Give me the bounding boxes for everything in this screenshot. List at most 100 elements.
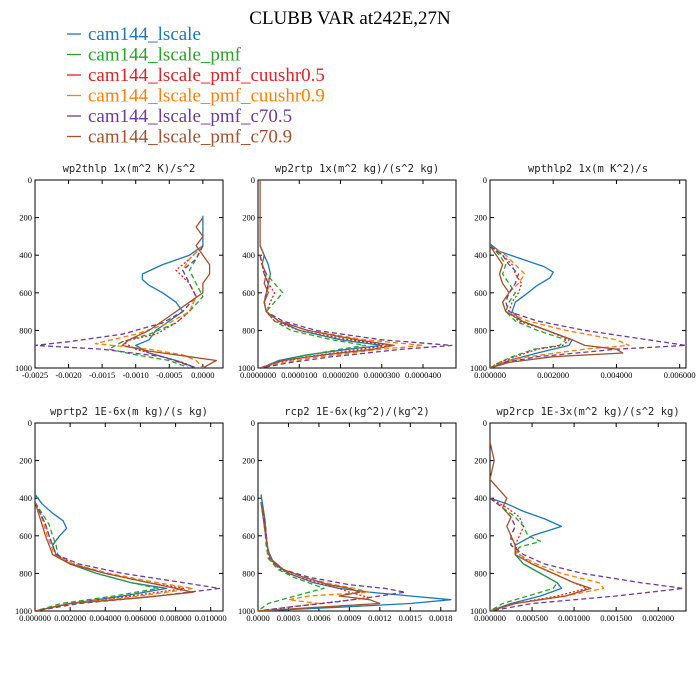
series-line-cam144-lscale-pmf-cuushr0-9: [94, 245, 204, 368]
x-tick-label: 0.0018: [429, 613, 452, 623]
x-tick-label: 0.0000200: [322, 370, 358, 380]
x-tick-label: 0.004000: [89, 613, 121, 623]
series-line-cam144-lscale-pmf-c70-5: [259, 255, 453, 368]
x-tick-label: -0.0010: [123, 370, 149, 380]
plot-frame: [489, 422, 687, 612]
series-line-cam144-lscale: [135, 215, 204, 368]
x-tick-label: -0.0025: [22, 370, 48, 380]
x-tick-label: 0.0012: [368, 613, 391, 623]
series-line-cam144-lscale-pmf-cuushr0-5: [490, 497, 588, 611]
y-tick-label: 600: [474, 288, 487, 298]
legend-entry: cam144_lscale: [67, 24, 201, 45]
x-tick-label: -0.0015: [89, 370, 115, 380]
legend-label: cam144_lscale_pmf: [88, 45, 242, 66]
y-tick-label: 600: [474, 531, 487, 541]
y-tick-label: 800: [474, 325, 487, 335]
series-line-cam144-lscale-pmf: [490, 245, 567, 368]
series-group: [490, 243, 686, 368]
x-tick-label: 0.006000: [664, 370, 696, 380]
series-line-cam144-lscale-pmf-c70-5: [35, 245, 204, 368]
x-tick-label: 0.0009: [338, 613, 361, 623]
x-tick-label: 0.0000300: [364, 370, 400, 380]
y-tick-label: 400: [242, 250, 255, 260]
legend-entry: cam144_lscale_pmf: [67, 45, 242, 66]
figure-title: CLUBB VAR at242E,27N: [249, 8, 451, 29]
series-line-cam144-lscale-pmf-c70-9: [258, 501, 381, 611]
y-tick-label: 200: [474, 456, 487, 466]
x-tick-label: -0.0020: [55, 370, 81, 380]
x-tick-label: 0.002000: [54, 613, 86, 623]
series-line-cam144-lscale-pmf-c70-9: [490, 245, 624, 368]
y-tick-label: 600: [242, 288, 255, 298]
series-group: [258, 494, 452, 611]
series-group: [35, 215, 217, 368]
plot-frame: [489, 179, 687, 369]
legend-label: cam144_lscale_pmf_c70.9: [88, 127, 292, 148]
chart-panel: wp2thlp 1x(m^2 K)/s^202004006008001000-0…: [15, 163, 224, 380]
panel-title: rcp2 1E-6x(kg^2)/(kg^2): [284, 406, 429, 418]
x-tick-label: 0.002000: [537, 370, 569, 380]
y-tick-label: 1000: [15, 606, 32, 616]
y-tick-label: 1000: [238, 606, 255, 616]
x-tick-label: 0.002000: [642, 613, 674, 623]
legend-entry: cam144_lscale_pmf_cuushr0.5: [67, 65, 325, 86]
y-tick-label: 1000: [15, 363, 32, 373]
chart-panel: wp2rcp 1E-3x(m^2 kg)/(s^2 kg) 0 200 400 600 8…: [470, 406, 687, 623]
plot-frame: [257, 179, 457, 369]
series-line-cam144-lscale-pmf-c70-9: [259, 180, 395, 368]
legend-label: cam144_lscale_pmf_cuushr0.9: [88, 86, 325, 107]
y-tick-label: 400: [474, 493, 487, 503]
series-line-cam144-lscale-pmf-cuushr0-5: [258, 501, 371, 611]
series-line-cam144-lscale-pmf: [35, 501, 159, 611]
series-line-cam144-lscale-pmf: [108, 245, 204, 368]
y-tick-label: 400: [19, 493, 32, 503]
y-tick-label: 400: [242, 493, 255, 503]
y-tick-label: 200: [242, 213, 255, 223]
series-line-cam144-lscale-pmf-cuushr0-9: [259, 255, 424, 368]
series-line-cam144-lscale: [35, 494, 168, 611]
x-tick-label: 0.0000000: [240, 370, 276, 380]
x-tick-label: 0.0015: [399, 613, 422, 623]
legend-label: cam144_lscale: [88, 24, 201, 45]
series-line-cam144-lscale: [259, 245, 383, 368]
series-line-cam144-lscale-pmf-cuushr0-9: [490, 245, 630, 368]
x-tick-label: 0.0000400: [405, 370, 441, 380]
plot-frame: [257, 422, 457, 612]
y-tick-label: 1000: [470, 606, 487, 616]
x-tick-label: 0.000000: [474, 370, 506, 380]
y-tick-label: 800: [242, 568, 255, 578]
series-line-cam144-lscale-pmf-cuushr0-9: [258, 501, 371, 611]
series-line-cam144-lscale-pmf-c70-9: [35, 501, 194, 611]
x-tick-label: 0.0006: [307, 613, 330, 623]
y-tick-label: 200: [19, 456, 32, 466]
panel-title: wp2thlp 1x(m^2 K)/s^2: [63, 163, 196, 175]
plot-frame: [34, 422, 224, 612]
legend-label: cam144_lscale_pmf_c70.5: [88, 106, 292, 127]
y-tick-label: 0: [251, 418, 255, 428]
y-tick-label: 1000: [470, 363, 487, 373]
y-tick-label: 0: [251, 175, 255, 185]
x-tick-label: 0.000000: [474, 613, 506, 623]
y-tick-label: 200: [474, 213, 487, 223]
y-tick-label: 800: [474, 568, 487, 578]
panel-title: wpthlp2 1x(m K^2)/s: [528, 163, 648, 175]
x-tick-label: 0.004000: [601, 370, 633, 380]
y-tick-label: 800: [19, 568, 32, 578]
series-line-cam144-lscale-pmf-c70-5: [35, 501, 221, 611]
chart-panel: wpthlp2 1x(m K^2)/s020040060080010000.00…: [470, 163, 696, 380]
y-tick-label: 600: [19, 531, 32, 541]
series-line-cam144-lscale: [490, 243, 573, 368]
y-tick-label: 400: [474, 250, 487, 260]
legend: cam144_lscalecam144_lscale_pmfcam144_lsc…: [67, 24, 325, 148]
y-tick-label: 1000: [238, 363, 255, 373]
series-group: [490, 441, 685, 611]
series-group: [259, 180, 453, 368]
y-tick-label: 0: [28, 418, 32, 428]
x-tick-label: 0.008000: [160, 613, 192, 623]
series-line-cam144-lscale-pmf: [258, 501, 325, 611]
legend-entry: cam144_lscale_pmf_c70.9: [67, 127, 292, 148]
panel-title: wp2rtp 1x(m^2 kg)/(s^2 kg): [275, 163, 439, 175]
x-tick-label: 0.001000: [558, 613, 590, 623]
x-tick-label: 0.010000: [195, 613, 227, 623]
series-line-cam144-lscale-pmf-c70-5: [258, 501, 406, 611]
